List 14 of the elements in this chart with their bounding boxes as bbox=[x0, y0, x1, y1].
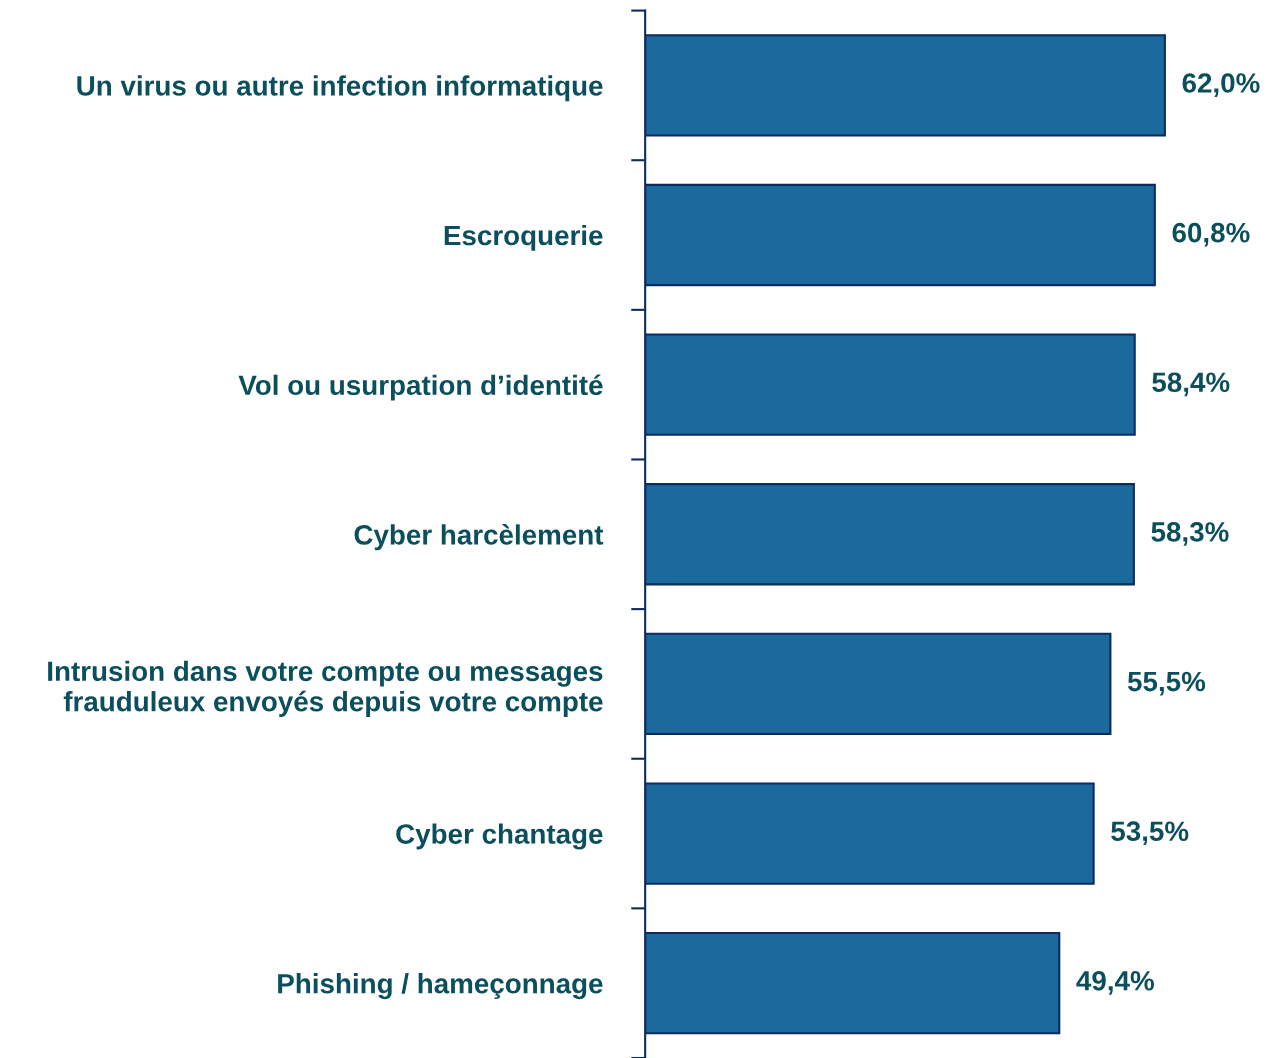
y-tick-label: Cyber harcèlement bbox=[354, 524, 604, 551]
y-tick-label: Phishing / hameçonnage bbox=[278, 973, 603, 1000]
y-tick-label: Un virus ou autre infection informatique bbox=[77, 75, 603, 102]
data-label: 58,4% bbox=[1152, 372, 1230, 397]
data-label: 53,5% bbox=[1111, 821, 1189, 846]
data-label: 60,8% bbox=[1172, 222, 1250, 247]
data-label: 58,3% bbox=[1151, 522, 1229, 546]
y-tick-label: Vol ou usurpation d’identité bbox=[238, 374, 603, 401]
data-label: 62,0% bbox=[1182, 73, 1260, 97]
y-tick-label: Cyber chantage bbox=[396, 823, 603, 850]
data-label: 55,5% bbox=[1127, 671, 1206, 696]
y-tick-label: Intrusion dans votre compte ou messages frauduleux envoyés depuis votre compte bbox=[48, 660, 603, 717]
data-label: 49,4% bbox=[1076, 970, 1154, 995]
y-tick-label: Escroquerie bbox=[444, 224, 603, 251]
